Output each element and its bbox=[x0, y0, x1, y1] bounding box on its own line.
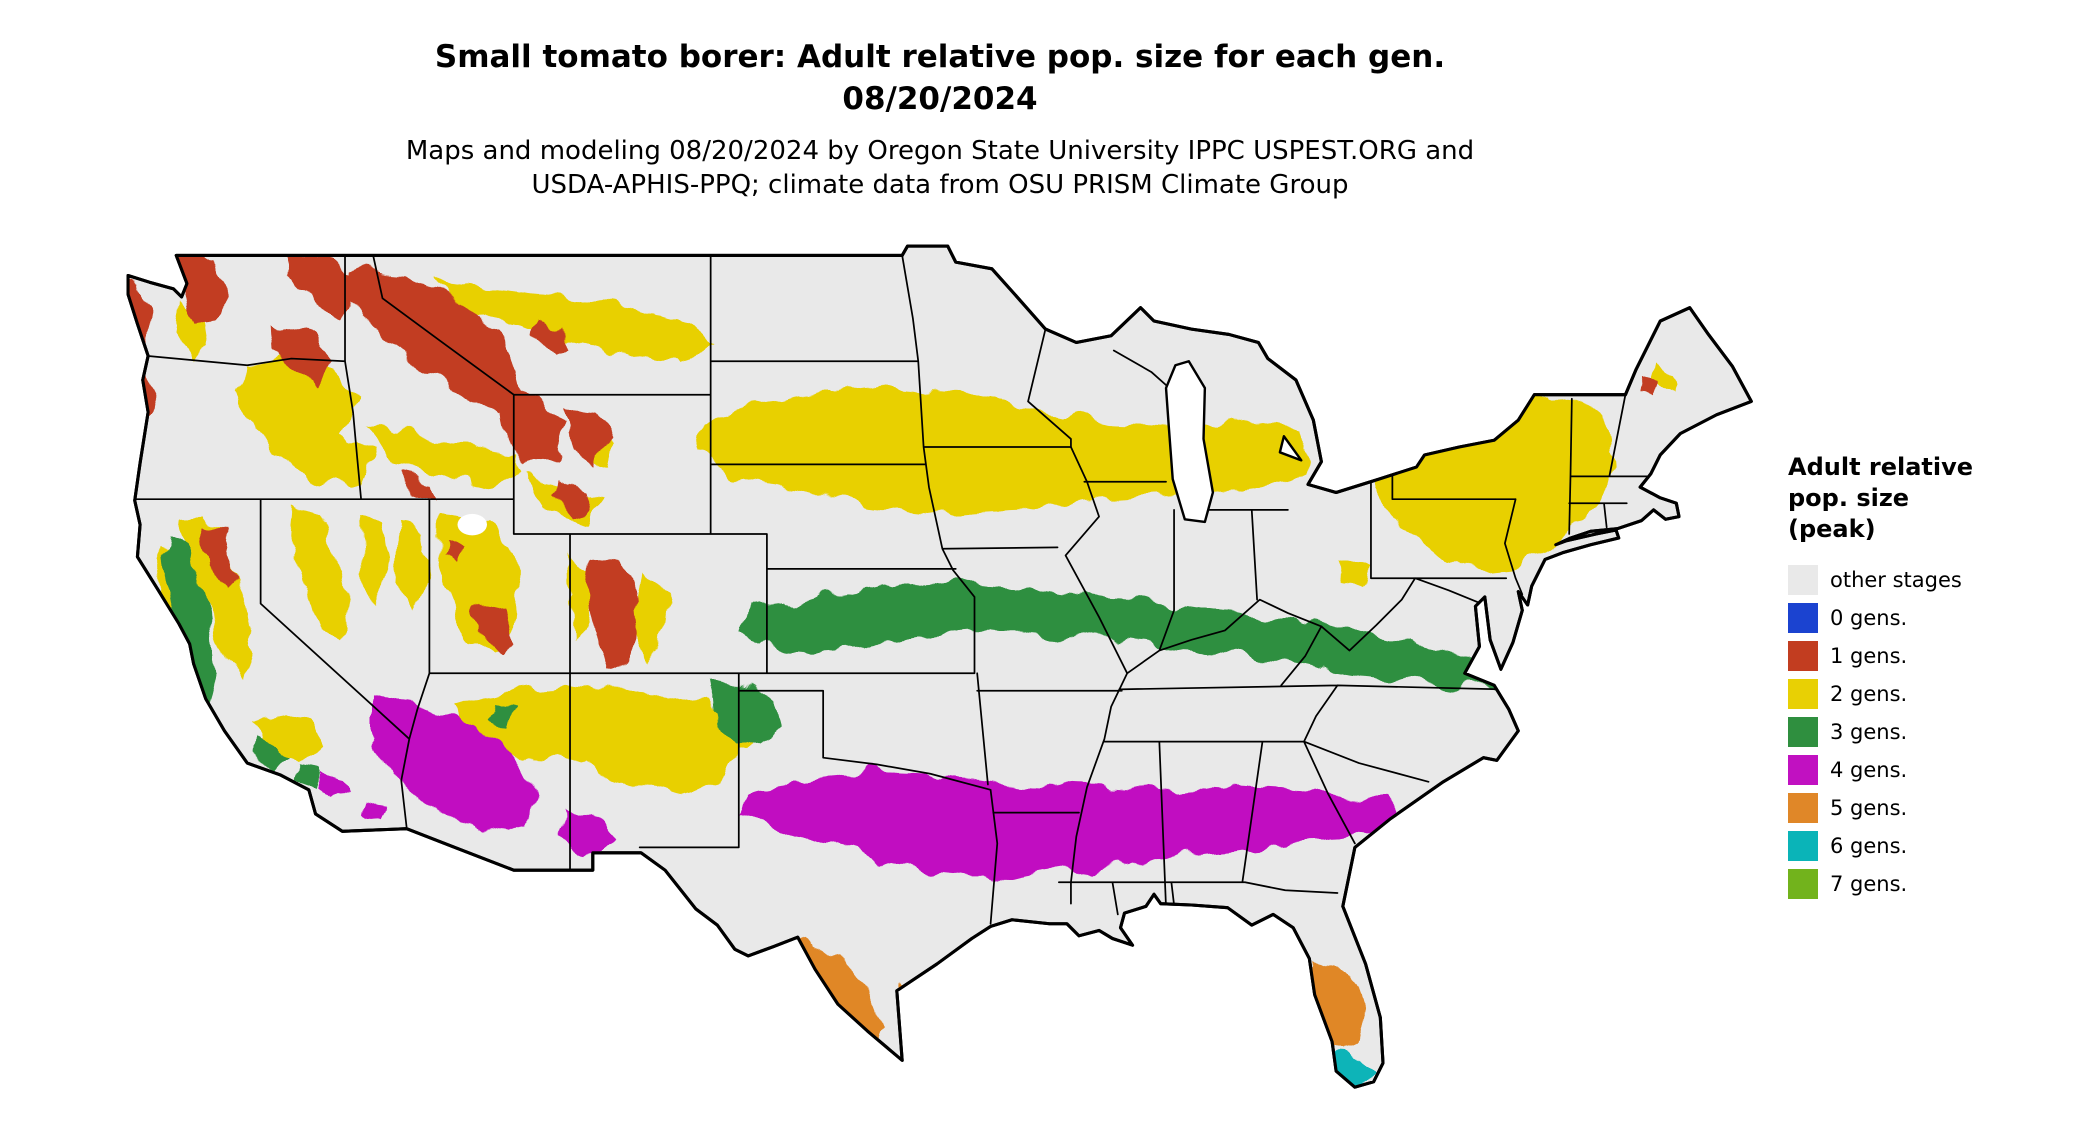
map-svg bbox=[126, 244, 1753, 1089]
legend-label: 5 gens. bbox=[1830, 796, 1908, 820]
page-title-date: 08/20/2024 bbox=[842, 81, 1038, 117]
legend-item: 6 gens. bbox=[1788, 827, 2088, 865]
legend-label: 0 gens. bbox=[1830, 606, 1908, 630]
legend-label: 7 gens. bbox=[1830, 872, 1908, 896]
legend-swatch bbox=[1788, 831, 1818, 861]
legend-label: 2 gens. bbox=[1830, 682, 1908, 706]
legend-items: other stages 0 gens. 1 gens. 2 gens. 3 gens.… bbox=[1788, 561, 2088, 903]
legend-swatch bbox=[1788, 793, 1818, 823]
legend-item: 4 gens. bbox=[1788, 751, 2088, 789]
legend-item: 0 gens. bbox=[1788, 599, 2088, 637]
title-block: Small tomato borer: Adult relative pop. … bbox=[140, 0, 1740, 202]
legend-item: other stages bbox=[1788, 561, 2088, 599]
legend-item: 5 gens. bbox=[1788, 789, 2088, 827]
us-outline bbox=[126, 244, 1753, 1089]
legend-item: 2 gens. bbox=[1788, 675, 2088, 713]
legend-swatch bbox=[1788, 755, 1818, 785]
page-title: Small tomato borer: Adult relative pop. … bbox=[434, 39, 1446, 75]
state-borders bbox=[133, 254, 1648, 925]
legend: Adult relative pop. size (peak) other st… bbox=[1788, 452, 2088, 903]
subtitle-line1: Maps and modeling 08/20/2024 by Oregon S… bbox=[405, 136, 1475, 166]
legend-item: 7 gens. bbox=[1788, 865, 2088, 903]
legend-swatch bbox=[1788, 717, 1818, 747]
legend-label: 3 gens. bbox=[1830, 720, 1908, 744]
legend-label: 4 gens. bbox=[1830, 758, 1908, 782]
legend-swatch bbox=[1788, 641, 1818, 671]
legend-swatch bbox=[1788, 565, 1818, 595]
great-salt-lake bbox=[457, 513, 487, 536]
legend-label: 6 gens. bbox=[1830, 834, 1908, 858]
band-3-gens bbox=[160, 538, 1500, 788]
legend-swatch bbox=[1788, 869, 1818, 899]
legend-item: 3 gens. bbox=[1788, 713, 2088, 751]
subtitle-line2: USDA-APHIS-PPQ; climate data from OSU PR… bbox=[531, 170, 1349, 200]
legend-item: 1 gens. bbox=[1788, 637, 2088, 675]
legend-label: other stages bbox=[1830, 568, 1962, 592]
legend-swatch bbox=[1788, 679, 1818, 709]
legend-title: Adult relative pop. size (peak) bbox=[1788, 453, 1974, 543]
us-generations-map bbox=[120, 238, 1754, 1122]
lake-michigan bbox=[1164, 360, 1303, 524]
legend-label: 1 gens. bbox=[1830, 644, 1908, 668]
legend-swatch bbox=[1788, 603, 1818, 633]
